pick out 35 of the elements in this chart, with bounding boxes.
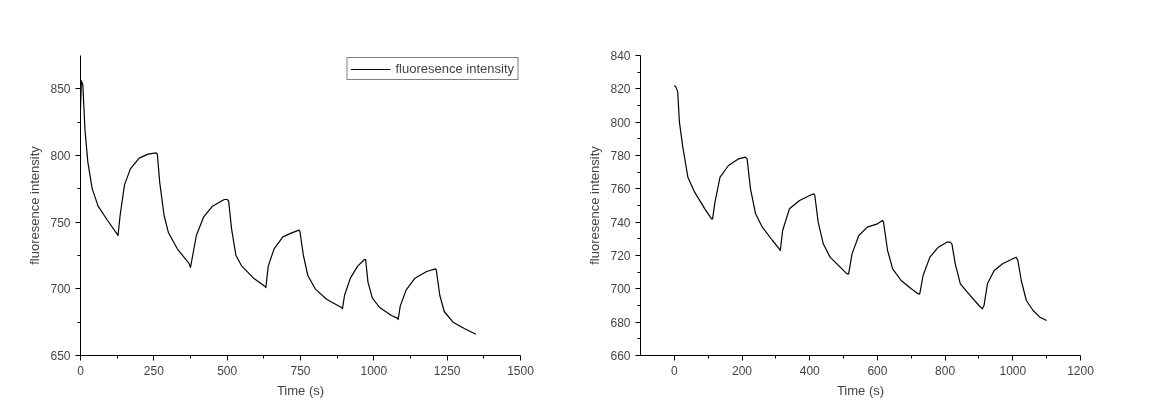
y-tick-label: 840 xyxy=(610,49,631,63)
y-tick-label: 780 xyxy=(610,149,631,163)
x-tick-label: 750 xyxy=(290,363,311,378)
y-tick-label: 680 xyxy=(610,315,631,330)
y-tick-label: 800 xyxy=(610,115,631,130)
y-tick-label: 820 xyxy=(610,82,631,97)
x-tick-label: 200 xyxy=(732,363,753,378)
x-tick-label: 0 xyxy=(671,363,679,378)
x-tick-label: 1250 xyxy=(433,363,461,378)
x-axis-title: Time (s) xyxy=(276,382,325,398)
x-tick-label: 600 xyxy=(867,363,888,378)
y-tick-label: 750 xyxy=(50,215,71,230)
y-tick-label: 740 xyxy=(610,215,631,230)
x-axis-title: Time (s) xyxy=(836,382,885,398)
y-axis-title: fluoresence intensity xyxy=(587,145,603,265)
x-tick-label: 800 xyxy=(935,363,956,378)
x-tick-label: 1200 xyxy=(1067,363,1095,378)
x-tick-label: 250 xyxy=(143,363,165,378)
y-tick-label: 800 xyxy=(50,149,71,163)
x-tick-label: 1500 xyxy=(507,363,535,378)
x-tick-label: 1000 xyxy=(999,363,1027,378)
y-tick-label: 760 xyxy=(610,182,631,197)
x-tick-label: 0 xyxy=(77,363,85,378)
legend-label: fluoresence intensity xyxy=(395,61,514,76)
x-tick-label: 500 xyxy=(217,363,238,378)
y-axis-title: fluoresence intensity xyxy=(27,145,43,265)
x-tick-label: 1000 xyxy=(360,363,388,378)
x-tick-label: 400 xyxy=(799,363,821,378)
y-tick-label: 720 xyxy=(610,249,631,263)
y-tick-label: 850 xyxy=(50,82,71,97)
y-tick-label: 700 xyxy=(50,282,71,297)
y-tick-label: 700 xyxy=(610,282,631,297)
y-tick-label: 660 xyxy=(610,349,631,363)
line-series xyxy=(673,84,1048,322)
y-tick-label: 650 xyxy=(50,349,71,363)
